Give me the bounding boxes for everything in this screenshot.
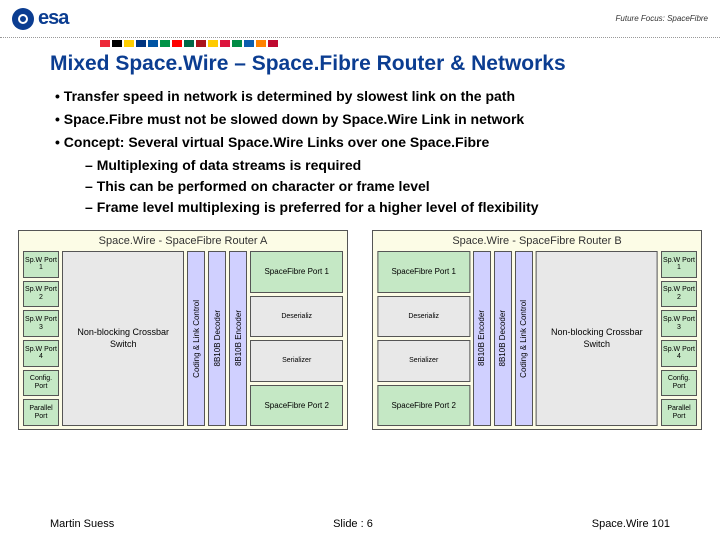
- port-box: Sp.W Port 3: [661, 310, 697, 337]
- port-box: Parallel Port: [661, 399, 697, 426]
- tagline: Future Focus: SpaceFibre: [616, 14, 708, 23]
- flag-icon: [124, 40, 134, 47]
- flag-icon: [244, 40, 254, 47]
- crossbar-block: Non-blocking Crossbar Switch: [62, 251, 184, 426]
- flag-icon: [172, 40, 182, 47]
- footer-slide-number: Slide : 6: [333, 518, 373, 530]
- diagrams-row: Space.Wire - SpaceFibre Router A Sp.W Po…: [0, 218, 720, 430]
- spacefibre-port: SpaceFibre Port 1: [250, 251, 343, 293]
- spacefibre-port: SpaceFibre Port 1: [377, 251, 470, 293]
- flag-icon: [112, 40, 122, 47]
- flag-icon: [100, 40, 110, 47]
- sub-bullet-item: This can be performed on character or fr…: [85, 176, 670, 197]
- deserializer-block: Deserializ: [377, 296, 470, 338]
- serializer-block: Serializer: [250, 340, 343, 382]
- flag-icon: [268, 40, 278, 47]
- deserializer-block: Deserializ: [250, 296, 343, 338]
- header: esa Future Focus: SpaceFibre: [0, 0, 720, 38]
- flag-icon: [184, 40, 194, 47]
- footer-course: Space.Wire 101: [592, 518, 670, 530]
- sub-bullet-item: Frame level multiplexing is preferred fo…: [85, 197, 670, 218]
- bullet-item: Concept: Several virtual Space.Wire Link…: [55, 132, 670, 153]
- footer-author: Martin Suess: [50, 518, 114, 530]
- port-box: Parallel Port: [23, 399, 59, 426]
- flag-icon: [148, 40, 158, 47]
- diagram-title: Space.Wire - SpaceFibre Router B: [377, 235, 697, 247]
- flag-icon: [232, 40, 242, 47]
- flag-icon: [160, 40, 170, 47]
- flag-strip: [100, 40, 278, 47]
- flag-icon: [256, 40, 266, 47]
- port-box: Sp.W Port 4: [23, 340, 59, 367]
- flag-icon: [208, 40, 218, 47]
- bullet-item: Transfer speed in network is determined …: [55, 86, 670, 107]
- diagram-title: Space.Wire - SpaceFibre Router A: [23, 235, 343, 247]
- bullet-item: Space.Fibre must not be slowed down by S…: [55, 109, 670, 130]
- sub-bullet-item: Multiplexing of data streams is required: [85, 155, 670, 176]
- port-box: Config. Port: [23, 370, 59, 397]
- spacefibre-port: SpaceFibre Port 2: [250, 385, 343, 427]
- decoder-block: 8B10B Decoder: [208, 251, 226, 426]
- port-box: Sp.W Port 4: [661, 340, 697, 367]
- coding-block: Coding & Link Control: [515, 251, 533, 426]
- port-box: Sp.W Port 2: [661, 281, 697, 308]
- slide-content: Transfer speed in network is determined …: [0, 86, 720, 218]
- crossbar-block: Non-blocking Crossbar Switch: [536, 251, 658, 426]
- spacefibre-port: SpaceFibre Port 2: [377, 385, 470, 427]
- esa-logo: esa: [12, 7, 68, 30]
- port-box: Config. Port: [661, 370, 697, 397]
- router-diagram-b: Space.Wire - SpaceFibre Router B Sp.W Po…: [372, 230, 702, 430]
- port-box: Sp.W Port 1: [661, 251, 697, 278]
- coding-block: Coding & Link Control: [187, 251, 205, 426]
- flag-icon: [220, 40, 230, 47]
- encoder-block: 8B10B Encoder: [473, 251, 491, 426]
- flag-icon: [196, 40, 206, 47]
- serializer-block: Serializer: [377, 340, 470, 382]
- port-box: Sp.W Port 1: [23, 251, 59, 278]
- flag-icon: [136, 40, 146, 47]
- footer: Martin Suess Slide : 6 Space.Wire 101: [0, 518, 720, 530]
- port-box: Sp.W Port 3: [23, 310, 59, 337]
- router-diagram-a: Space.Wire - SpaceFibre Router A Sp.W Po…: [18, 230, 348, 430]
- port-box: Sp.W Port 2: [23, 281, 59, 308]
- decoder-block: 8B10B Decoder: [494, 251, 512, 426]
- encoder-block: 8B10B Encoder: [229, 251, 247, 426]
- logo-text: esa: [38, 7, 68, 30]
- logo-icon: [12, 8, 34, 30]
